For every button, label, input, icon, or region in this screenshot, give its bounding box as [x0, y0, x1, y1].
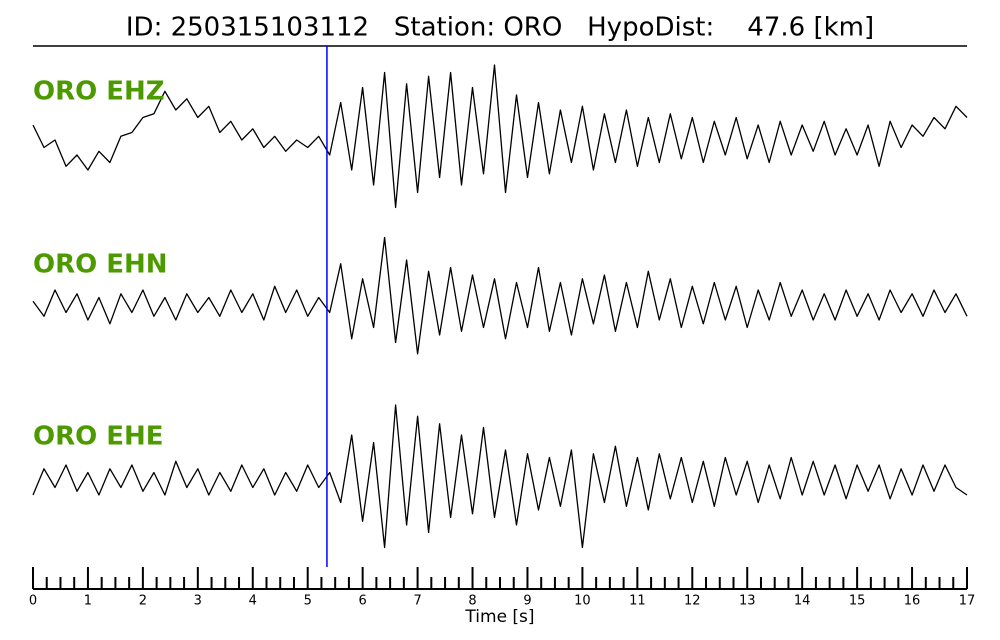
x-tick-label: 3: [194, 594, 202, 609]
waveform: [32, 236, 968, 355]
x-tick-label: 11: [629, 594, 646, 609]
x-tick-label: 6: [359, 594, 367, 609]
x-tick-label: 13: [739, 594, 756, 609]
x-tick-label: 15: [849, 594, 866, 609]
x-tick-label: 1: [84, 594, 92, 609]
x-tick-label: 16: [904, 594, 921, 609]
x-tick-label: 12: [684, 594, 701, 609]
waveform: [32, 404, 968, 549]
trace-label: ORO EHZ: [33, 77, 165, 107]
x-tick-label: 0: [29, 594, 37, 609]
x-tick-label: 17: [959, 594, 976, 609]
x-tick-label: 5: [304, 594, 312, 609]
x-tick-label: 9: [523, 594, 531, 609]
waveform: [32, 64, 968, 209]
x-tick-label: 4: [249, 594, 257, 609]
x-tick-label: 14: [794, 594, 811, 609]
x-axis-label: Time [s]: [464, 607, 534, 627]
x-tick-label: 2: [139, 594, 147, 609]
trace-label: ORO EHE: [33, 422, 164, 452]
x-tick-label: 8: [468, 594, 476, 609]
chart-title: ID: 250315103112 Station: ORO HypoDist: …: [126, 13, 874, 43]
x-tick-label: 7: [413, 594, 421, 609]
x-tick-label: 10: [574, 594, 591, 609]
trace-label: ORO EHN: [33, 250, 168, 280]
